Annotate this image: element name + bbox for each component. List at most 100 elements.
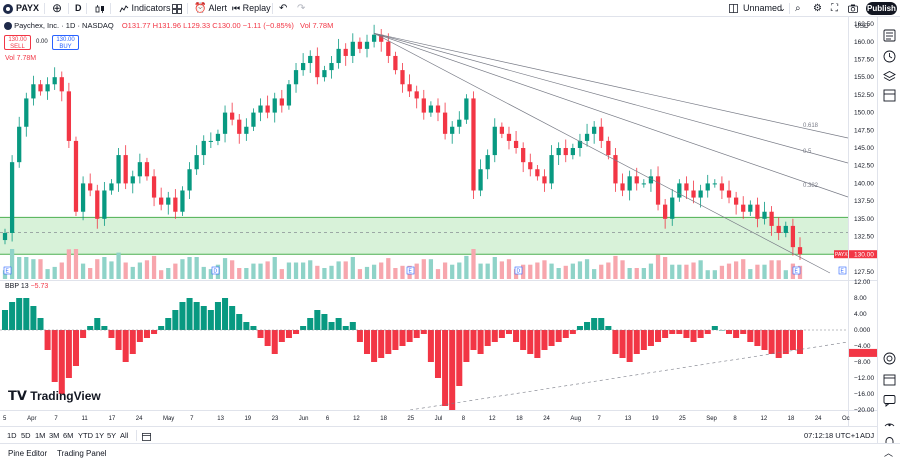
- symbol-search-icon[interactable]: [3, 0, 13, 17]
- volume-bar: [698, 260, 703, 279]
- price-tick: 127.50: [854, 269, 874, 276]
- candle-body: [570, 148, 575, 156]
- symbol-tag: PAYX: [835, 252, 848, 258]
- camera-snapshot-icon[interactable]: [848, 0, 858, 17]
- bbp-bar: [1, 310, 9, 330]
- bbp-bar: [491, 330, 498, 342]
- chart-canvas[interactable]: 0.618 0.5 0.382 162.50 160.00 157.50 155.00 15…: [0, 17, 877, 441]
- alert-label: Alert: [208, 3, 227, 13]
- undo-icon[interactable]: ↶: [279, 3, 288, 14]
- divider: [44, 3, 45, 14]
- last-price-label: 130.00: [854, 252, 874, 259]
- volume-value: Vol 7.78M: [5, 55, 37, 62]
- bbp-bar: [754, 330, 761, 346]
- price-pane[interactable]: 0.618 0.5 0.382: [0, 24, 849, 279]
- bbp-bar: [94, 318, 101, 330]
- range-1m[interactable]: 1M: [35, 431, 46, 440]
- time-tick: 7: [190, 416, 194, 422]
- layout-name-button[interactable]: Unnamed: [743, 3, 783, 13]
- bbp-bar: [534, 330, 541, 358]
- signal-icon[interactable]: [883, 415, 896, 428]
- watchlist-icon[interactable]: [883, 29, 896, 42]
- symbol-name[interactable]: PAYX: [16, 3, 40, 13]
- bbp-bar: [711, 326, 718, 330]
- bbp-bar: [704, 330, 711, 334]
- volume-bar: [137, 262, 142, 279]
- bbp-bar: [151, 330, 158, 334]
- fib-fan-line: [373, 32, 849, 198]
- range-ytd[interactable]: YTD: [78, 431, 93, 440]
- fib-fan-line: [374, 32, 849, 164]
- volume-bar: [435, 269, 441, 279]
- redo-icon[interactable]: ↷: [297, 3, 306, 14]
- candles-chart-type-icon[interactable]: [95, 0, 105, 17]
- bbp-bar: [243, 322, 250, 330]
- downtrend-line: [373, 32, 831, 274]
- candle-body: [634, 176, 639, 184]
- replay-button[interactable]: ⏮ Replay: [232, 0, 271, 17]
- volume-bar: [371, 264, 377, 279]
- buy-button[interactable]: 130.00 BUY: [52, 35, 79, 50]
- clock-alerts-icon[interactable]: [883, 50, 896, 63]
- bbp-bar: [576, 326, 583, 330]
- candle-body: [357, 41, 363, 49]
- clock-timezone[interactable]: 07:12:18 UTC+1: [804, 431, 860, 440]
- time-tick: 18: [788, 416, 795, 422]
- time-tick: Oc: [842, 416, 850, 422]
- range-3m[interactable]: 3M: [49, 431, 60, 440]
- time-tick: 6: [326, 416, 330, 422]
- trading-panel-tab[interactable]: Trading Panel: [57, 449, 107, 458]
- candle-body: [542, 176, 547, 184]
- volume-bar: [17, 257, 22, 279]
- range-all[interactable]: All: [120, 431, 129, 440]
- legend-ohlc: O131.77 H131.96 L129.33 C130.00 −1.11 (−…: [121, 21, 294, 30]
- bbp-bar: [662, 330, 669, 338]
- candle-body: [726, 190, 732, 198]
- candle-body: [17, 126, 22, 163]
- maximize-panel-icon[interactable]: ︿: [884, 448, 894, 458]
- indicator-legend: BBP 13 −5.73: [5, 283, 48, 290]
- range-6m[interactable]: 6M: [63, 431, 74, 440]
- settings-gear-icon[interactable]: ⚙: [813, 3, 822, 14]
- calendar-icon[interactable]: [883, 373, 896, 386]
- price-tick: 145.00: [854, 145, 874, 152]
- tradingview-logo[interactable]: 𝗧𝗩 TradingView: [8, 388, 101, 404]
- interval-button[interactable]: D: [75, 3, 82, 13]
- indicator-pane[interactable]: [0, 298, 849, 411]
- bbp-bar: [612, 330, 619, 354]
- volume-bar: [421, 259, 426, 279]
- adjust-toggle[interactable]: ADJ: [860, 431, 875, 440]
- fullscreen-icon[interactable]: ⛶: [831, 3, 838, 14]
- range-5y[interactable]: 5Y: [107, 431, 117, 440]
- bbp-bar: [335, 318, 342, 330]
- candle-body: [386, 41, 391, 56]
- publish-button[interactable]: Publish: [866, 2, 897, 15]
- layout-icon[interactable]: [729, 0, 738, 17]
- range-5d[interactable]: 5D: [21, 431, 31, 440]
- price-tick: 132.50: [854, 234, 874, 241]
- layers-icon[interactable]: [883, 70, 896, 83]
- quick-search-icon[interactable]: ⌕: [795, 3, 801, 14]
- price-tick: 142.50: [854, 163, 874, 170]
- chat-icon[interactable]: [883, 394, 896, 407]
- compare-add-icon[interactable]: ⊕: [52, 1, 63, 15]
- range-1d[interactable]: 1D: [7, 431, 17, 440]
- volume-bar: [393, 268, 398, 279]
- goto-date-icon[interactable]: [142, 427, 151, 444]
- templates-icon[interactable]: [172, 0, 182, 17]
- target-icon[interactable]: [883, 352, 896, 365]
- indicators-button[interactable]: Indicators: [119, 0, 171, 17]
- event-marker-label: E: [841, 269, 845, 275]
- pine-editor-tab[interactable]: Pine Editor: [8, 449, 48, 458]
- buy-label: BUY: [59, 44, 72, 50]
- chevron-down-icon[interactable]: ⌄: [779, 4, 786, 13]
- bbp-bar: [782, 330, 789, 354]
- candle-body: [556, 148, 561, 156]
- volume-bar: [492, 257, 497, 279]
- data-window-icon[interactable]: [883, 89, 896, 102]
- sell-button[interactable]: 130.00 SELL: [4, 35, 31, 50]
- volume-bar: [9, 249, 15, 279]
- volume-bar: [187, 257, 192, 279]
- range-1y[interactable]: 1Y: [95, 431, 105, 440]
- alert-button[interactable]: ⏰ Alert: [194, 0, 227, 17]
